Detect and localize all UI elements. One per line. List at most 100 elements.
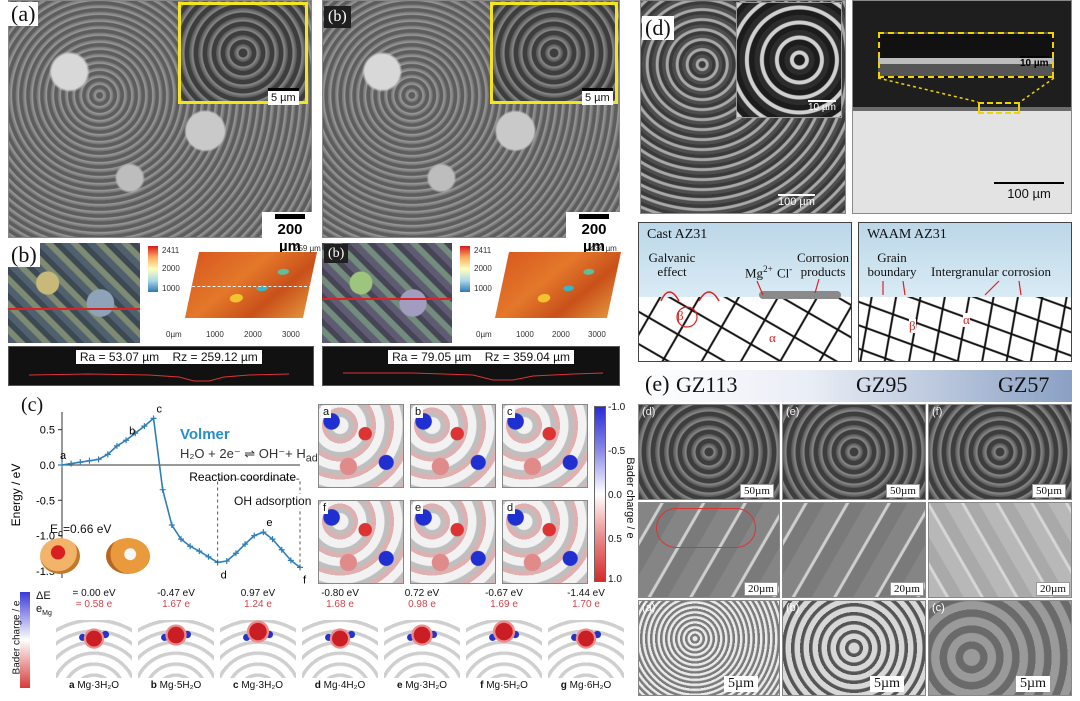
- grain-boundary-label: Grain boundary: [867, 250, 917, 280]
- bader-tick-3: 0.5: [608, 534, 622, 545]
- x-tick-1-b-left: 1000: [206, 330, 224, 339]
- data-point-21: [251, 532, 258, 539]
- cb-max-b-right: 2411: [474, 246, 492, 255]
- panel-label-d: (d): [642, 15, 674, 41]
- configuration-d: -0.80 eV 1.68 e d Mg·4H₂O: [300, 588, 380, 696]
- structure-cell-f: f: [318, 500, 404, 584]
- data-point-16: [205, 553, 212, 560]
- head-gz113: GZ113: [676, 372, 738, 397]
- data-point-2: [77, 459, 84, 466]
- scale-e-row3-1: 5µm: [724, 676, 758, 692]
- adsorption-structure-grid: a b c f e d: [318, 404, 588, 584]
- mg-charge-value: 0.98 e: [408, 599, 436, 610]
- structure-cell-label: f: [321, 502, 329, 514]
- surface-slab: [548, 620, 624, 678]
- alpha-label-waam: α: [963, 312, 970, 328]
- scale-e-row1-3: 50µm: [1032, 484, 1066, 498]
- intergranular-corrosion-label: Intergranular corrosion: [931, 264, 1051, 279]
- oh-adsorption-bracket: [217, 478, 301, 568]
- x-tick-0-b-left: 0µm: [166, 330, 182, 339]
- molecule-icon-2: [106, 538, 150, 574]
- colorbar-b-left: [148, 246, 158, 292]
- tag-e-row1-2: (e): [786, 406, 800, 418]
- scale-e-row1-2: 50µm: [886, 484, 920, 498]
- mg-charge-value: 1.68 e: [326, 599, 354, 610]
- rz-value-b-left: Rz = 259.12 µm: [172, 350, 258, 364]
- x-tick-1-b-right: 1000: [516, 330, 534, 339]
- data-point-9: [141, 423, 148, 430]
- point-label-d: d: [221, 569, 227, 581]
- configuration-name: a Mg·3H₂O: [68, 680, 119, 691]
- data-point-14: [187, 543, 194, 550]
- x-tick-3-b-left: 3000: [282, 330, 300, 339]
- roughness-profile-b-right: Ra = 79.05 µm Rz = 359.04 µm: [322, 346, 620, 386]
- scale-e-row3-3: 5µm: [1016, 676, 1050, 692]
- bader-colorbar: [594, 406, 606, 582]
- data-point-19: [232, 550, 239, 557]
- x-axis-label: Reaction coordinate: [189, 470, 296, 484]
- delta-e-value: -0.80 eV: [321, 588, 359, 599]
- data-point-25: [287, 557, 294, 564]
- sem-inset-a-left: [178, 2, 308, 104]
- point-label-b: b: [129, 425, 135, 437]
- panel-label-b-right: (b): [324, 244, 349, 264]
- molecule-icon-1: [40, 538, 80, 574]
- data-point-11: [159, 486, 166, 493]
- tag-e-row3-1: (a): [642, 602, 656, 614]
- bader-tick-4: 1.0: [608, 574, 622, 585]
- tag-e-row3-3: (c): [932, 602, 945, 614]
- waam-arrows: [882, 280, 1022, 296]
- z-top-b-left: 259 µm: [294, 244, 321, 253]
- mg-charge-value: 1.69 e: [490, 599, 518, 610]
- panel-label-b: (b): [8, 242, 40, 268]
- sem-e-row1-gz95: [782, 404, 926, 500]
- delta-e-value: 0.97 eV: [240, 588, 276, 599]
- cast-arrows: [660, 278, 820, 328]
- tag-e-row1-1: (d): [642, 406, 656, 418]
- volmer-equation: H₂O + 2e⁻ ⇌ OH⁻+ Had: [180, 446, 318, 465]
- data-point-18: [223, 558, 230, 565]
- emg-row-label: eMg: [36, 603, 52, 618]
- sem-e-row1-gz57: [928, 404, 1072, 500]
- structure-cell-label: c: [505, 406, 515, 418]
- scale-inset-a-right: 5 µm: [582, 88, 613, 105]
- tag-e-row1-3: (f): [932, 406, 943, 418]
- scale-bar-a-right: 200 µm: [566, 212, 622, 256]
- head-gz95: GZ95: [856, 372, 908, 397]
- surface-slab: [220, 620, 296, 678]
- mg-charge-value: 1.67 e: [162, 599, 190, 610]
- y-axis-label: Energy / eV: [9, 464, 23, 527]
- bader-tick-1: -0.5: [608, 446, 626, 457]
- surface-slab: [466, 620, 542, 678]
- scale-d-right: 100 µm: [994, 182, 1064, 201]
- cb-min-b-right: 1000: [474, 284, 492, 293]
- scale-d-left: 100 µm: [778, 194, 815, 208]
- structure-cell-c: c: [502, 404, 588, 488]
- colorbar-b-right: [460, 246, 470, 292]
- bader-tick-2: 0.0: [608, 490, 622, 501]
- rz-value-b-right: Rz = 359.04 µm: [484, 350, 571, 364]
- ra-value-b-right: Ra = 79.05 µm: [392, 350, 472, 364]
- alpha-label-cast: α: [769, 330, 776, 346]
- configuration-b: -0.47 eV 1.67 e b Mg·5H₂O: [136, 588, 216, 696]
- cast-az31-title: Cast AZ31: [647, 227, 708, 242]
- head-gz57: GZ57: [998, 372, 1050, 397]
- configuration-a: = 0.00 eV = 0.58 e a Mg·3H₂O: [54, 588, 134, 696]
- structure-cell-label: b: [413, 406, 424, 418]
- y-tick-label-2: -0.5: [36, 495, 55, 507]
- data-point-10: [150, 415, 157, 422]
- scale-e-row3-2: 5µm: [870, 676, 904, 692]
- point-label-f: f: [303, 574, 307, 586]
- structure-cell-label: a: [321, 406, 332, 418]
- structure-cell-e: e: [410, 500, 496, 584]
- point-label-e: e: [266, 517, 272, 529]
- beta-label-cast: β: [677, 308, 684, 323]
- corrosion-product-layer: [759, 291, 841, 299]
- corrosion-outline-e-row2: [656, 508, 756, 548]
- data-point-20: [242, 541, 249, 548]
- point-label-a: a: [60, 450, 67, 462]
- mg-ion-label: Mg2+: [745, 264, 773, 281]
- scale-inset-d-right: 10 µm: [1020, 56, 1049, 69]
- ra-value-b-left: Ra = 53.07 µm: [79, 350, 160, 364]
